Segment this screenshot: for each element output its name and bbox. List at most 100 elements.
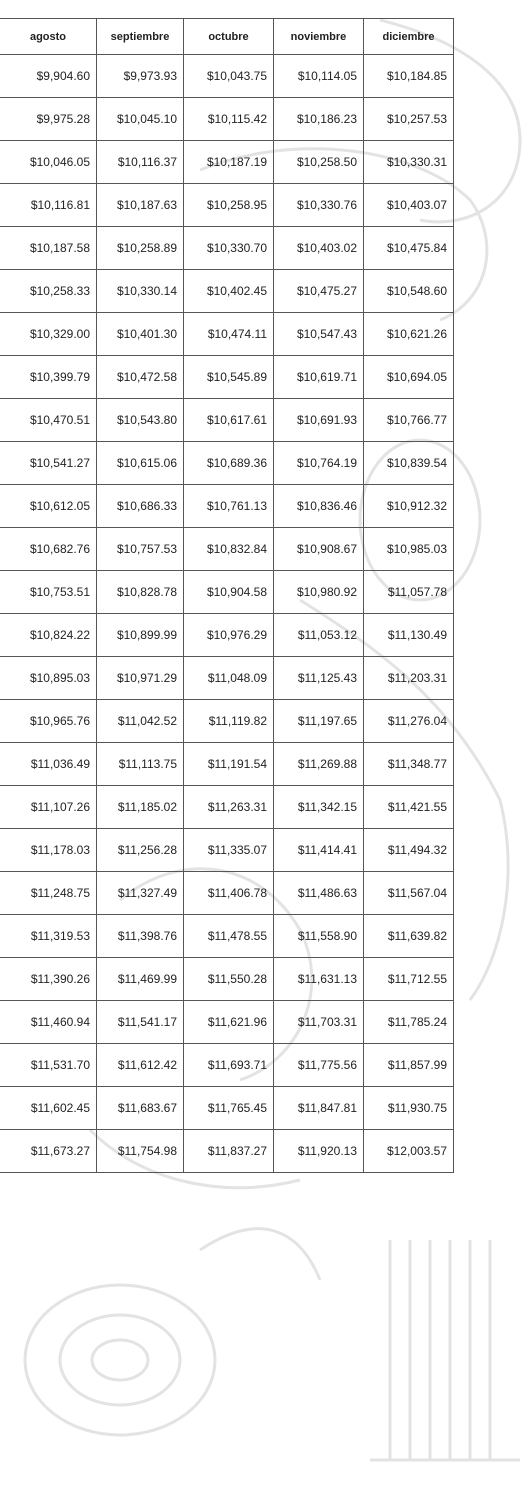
table-cell: $10,828.78: [97, 571, 184, 614]
table-cell: $10,474.11: [184, 313, 274, 356]
table-cell: $11,621.96: [184, 1001, 274, 1044]
table-cell: $11,335.07: [184, 829, 274, 872]
table-cell: $10,258.50: [274, 141, 364, 184]
table-cell: $11,558.90: [274, 915, 364, 958]
table-cell: $9,904.60: [0, 55, 97, 98]
table-cell: $10,186.23: [274, 98, 364, 141]
table-row: $10,187.58$10,258.89$10,330.70$10,403.02…: [0, 227, 454, 270]
table-cell: $11,319.53: [0, 915, 97, 958]
table-cell: $10,114.05: [274, 55, 364, 98]
table-cell: $11,930.75: [364, 1087, 454, 1130]
table-cell: $10,689.36: [184, 442, 274, 485]
table-cell: $10,187.58: [0, 227, 97, 270]
table-cell: $11,398.76: [97, 915, 184, 958]
table-cell: $10,045.10: [97, 98, 184, 141]
table-cell: $10,764.19: [274, 442, 364, 485]
table-cell: $11,612.42: [97, 1044, 184, 1087]
table-cell: $10,899.99: [97, 614, 184, 657]
table-cell: $11,785.24: [364, 1001, 454, 1044]
table-cell: $11,130.49: [364, 614, 454, 657]
table-cell: $10,766.77: [364, 399, 454, 442]
table-cell: $10,908.67: [274, 528, 364, 571]
table-cell: $11,327.49: [97, 872, 184, 915]
table-cell: $11,036.49: [0, 743, 97, 786]
table-cell: $10,258.95: [184, 184, 274, 227]
table-row: $11,460.94$11,541.17$11,621.96$11,703.31…: [0, 1001, 454, 1044]
table-cell: $11,541.17: [97, 1001, 184, 1044]
table-cell: $10,403.07: [364, 184, 454, 227]
table-row: $10,116.81$10,187.63$10,258.95$10,330.76…: [0, 184, 454, 227]
table-row: $11,036.49$11,113.75$11,191.54$11,269.88…: [0, 743, 454, 786]
table-cell: $11,775.56: [274, 1044, 364, 1087]
table-cell: $10,258.33: [0, 270, 97, 313]
table-cell: $10,836.46: [274, 485, 364, 528]
table-cell: $9,973.93: [97, 55, 184, 98]
table-row: $11,531.70$11,612.42$11,693.71$11,775.56…: [0, 1044, 454, 1087]
table-row: $10,470.51$10,543.80$10,617.61$10,691.93…: [0, 399, 454, 442]
table-cell: $10,545.89: [184, 356, 274, 399]
table-cell: $10,824.22: [0, 614, 97, 657]
table-cell: $11,673.27: [0, 1130, 97, 1173]
table-cell: $11,631.13: [274, 958, 364, 1001]
table-cell: $11,053.12: [274, 614, 364, 657]
table-cell: $11,693.71: [184, 1044, 274, 1087]
table-cell: $11,342.15: [274, 786, 364, 829]
table-cell: $11,042.52: [97, 700, 184, 743]
column-header: agosto: [0, 19, 97, 55]
table-cell: $10,401.30: [97, 313, 184, 356]
table-cell: $11,406.78: [184, 872, 274, 915]
table-cell: $11,920.13: [274, 1130, 364, 1173]
table-cell: $10,330.14: [97, 270, 184, 313]
table-row: $10,046.05$10,116.37$10,187.19$10,258.50…: [0, 141, 454, 184]
table-cell: $11,048.09: [184, 657, 274, 700]
table-cell: $10,839.54: [364, 442, 454, 485]
table-row: $10,258.33$10,330.14$10,402.45$10,475.27…: [0, 270, 454, 313]
table-cell: $11,754.98: [97, 1130, 184, 1173]
table-row: $11,390.26$11,469.99$11,550.28$11,631.13…: [0, 958, 454, 1001]
column-header: diciembre: [364, 19, 454, 55]
column-header: octubre: [184, 19, 274, 55]
table-cell: $10,619.71: [274, 356, 364, 399]
table-cell: $10,046.05: [0, 141, 97, 184]
column-header: noviembre: [274, 19, 364, 55]
table-cell: $10,402.45: [184, 270, 274, 313]
table-cell: $10,686.33: [97, 485, 184, 528]
table-cell: $10,115.42: [184, 98, 274, 141]
table-cell: $11,119.82: [184, 700, 274, 743]
table-cell: $10,257.53: [364, 98, 454, 141]
table-cell: $11,421.55: [364, 786, 454, 829]
table-cell: $10,904.58: [184, 571, 274, 614]
column-header: septiembre: [97, 19, 184, 55]
table-cell: $11,203.31: [364, 657, 454, 700]
table-cell: $10,682.76: [0, 528, 97, 571]
table-cell: $11,567.04: [364, 872, 454, 915]
table-cell: $11,178.03: [0, 829, 97, 872]
table-cell: $11,469.99: [97, 958, 184, 1001]
table-cell: $11,185.02: [97, 786, 184, 829]
table-row: $10,753.51$10,828.78$10,904.58$10,980.92…: [0, 571, 454, 614]
table-cell: $10,399.79: [0, 356, 97, 399]
table-row: $10,824.22$10,899.99$10,976.29$11,053.12…: [0, 614, 454, 657]
table-cell: $11,486.63: [274, 872, 364, 915]
table-cell: $11,263.31: [184, 786, 274, 829]
table-cell: $10,116.81: [0, 184, 97, 227]
table-cell: $10,330.70: [184, 227, 274, 270]
table-cell: $10,976.29: [184, 614, 274, 657]
table-cell: $11,837.27: [184, 1130, 274, 1173]
table-row: $11,178.03$11,256.28$11,335.07$11,414.41…: [0, 829, 454, 872]
table-cell: $11,765.45: [184, 1087, 274, 1130]
table-cell: $10,116.37: [97, 141, 184, 184]
table-cell: $11,269.88: [274, 743, 364, 786]
table-cell: $10,985.03: [364, 528, 454, 571]
table-row: $10,541.27$10,615.06$10,689.36$10,764.19…: [0, 442, 454, 485]
table-cell: $10,615.06: [97, 442, 184, 485]
table-cell: $11,494.32: [364, 829, 454, 872]
table-cell: $9,975.28: [0, 98, 97, 141]
table-cell: $11,712.55: [364, 958, 454, 1001]
table-cell: $10,475.84: [364, 227, 454, 270]
table-row: $10,329.00$10,401.30$10,474.11$10,547.43…: [0, 313, 454, 356]
table-cell: $10,403.02: [274, 227, 364, 270]
table-cell: $11,847.81: [274, 1087, 364, 1130]
table-cell: $10,757.53: [97, 528, 184, 571]
